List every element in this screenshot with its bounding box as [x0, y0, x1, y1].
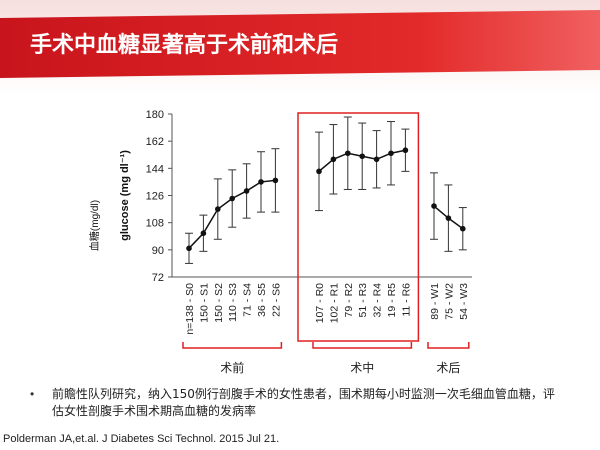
- y-tick-label: 180: [146, 109, 164, 121]
- x-tick-label: 51 - R3: [357, 283, 369, 318]
- x-tick-label: 102 - R1: [328, 283, 340, 323]
- x-tick-label: 36 - S5: [256, 283, 268, 317]
- x-tick-label: 11 - R6: [400, 283, 412, 317]
- bullet-text: 前瞻性队列研究，纳入150例行剖腹手术的女性患者，围术期每小时监测一次毛细血管血…: [52, 387, 555, 418]
- point: [460, 225, 466, 232]
- x-tick-label: 79 - R2: [343, 283, 355, 318]
- point: [243, 188, 250, 194]
- point: [272, 177, 279, 184]
- plot: 72 90 108 126 144 162 180 glucose (mg dl⁻¹) 血糖(m…: [88, 109, 472, 375]
- point: [316, 168, 322, 175]
- group-label: 术中: [350, 360, 374, 375]
- x-tick-label: 75 - W2: [443, 283, 455, 320]
- x-tick-label: 150 - S1: [198, 283, 210, 323]
- x-tick-label: 19 - R5: [386, 283, 398, 318]
- point: [445, 215, 452, 221]
- citation: Polderman JA,et.al. J Diabetes Sci Techn…: [3, 433, 279, 445]
- x-tick-label: 54 - W3: [458, 283, 470, 320]
- x-tick-label: 107 - R0: [314, 283, 326, 323]
- y-axis-label: glucose (mg dl⁻¹): [119, 150, 131, 241]
- point: [359, 153, 366, 160]
- point: [388, 150, 394, 157]
- x-tick-label: 71 - S4: [242, 283, 254, 317]
- point: [186, 245, 192, 252]
- point: [215, 206, 221, 212]
- slide-title: 手术中血糖显著高于术前和术后: [30, 32, 338, 58]
- group-bracket: [182, 342, 283, 349]
- x-tick-label: 32 - R4: [372, 283, 384, 318]
- point: [402, 147, 409, 154]
- y-tick-label: 90: [152, 245, 164, 257]
- y-tick-label: 108: [146, 218, 164, 230]
- group-label: 术前: [220, 360, 244, 375]
- y-tick-label: 72: [152, 272, 164, 284]
- x-tick-label: 89 - W1: [429, 283, 441, 320]
- point: [258, 179, 264, 185]
- point: [330, 156, 337, 163]
- group-bracket: [312, 342, 413, 349]
- y-tick-label: 162: [146, 136, 164, 148]
- bullet-box: 前瞻性队列研究，纳入150例行剖腹手术的女性患者，围术期每小时监测一次毛细血管血…: [52, 387, 555, 418]
- x-tick-label: 22 - S6: [270, 283, 282, 317]
- group-label: 术后: [436, 361, 460, 375]
- x-tick-label: n=138 - S0: [184, 283, 196, 335]
- point: [373, 156, 380, 163]
- banner: [0, 10, 600, 78]
- point: [345, 150, 351, 157]
- y-axis-label-cn: 血糖(mg/dl): [88, 200, 101, 251]
- x-tick-label: 110 - S3: [227, 283, 239, 322]
- bullet-dot: •: [30, 387, 34, 401]
- y-tick-label: 144: [146, 163, 164, 175]
- point: [431, 203, 437, 209]
- x-tick-label: 150 - S2: [213, 283, 225, 323]
- point: [200, 230, 207, 237]
- y-tick-label: 126: [146, 191, 164, 203]
- group-bracket: [427, 342, 470, 349]
- point: [229, 195, 235, 202]
- highlight-box: [297, 112, 420, 342]
